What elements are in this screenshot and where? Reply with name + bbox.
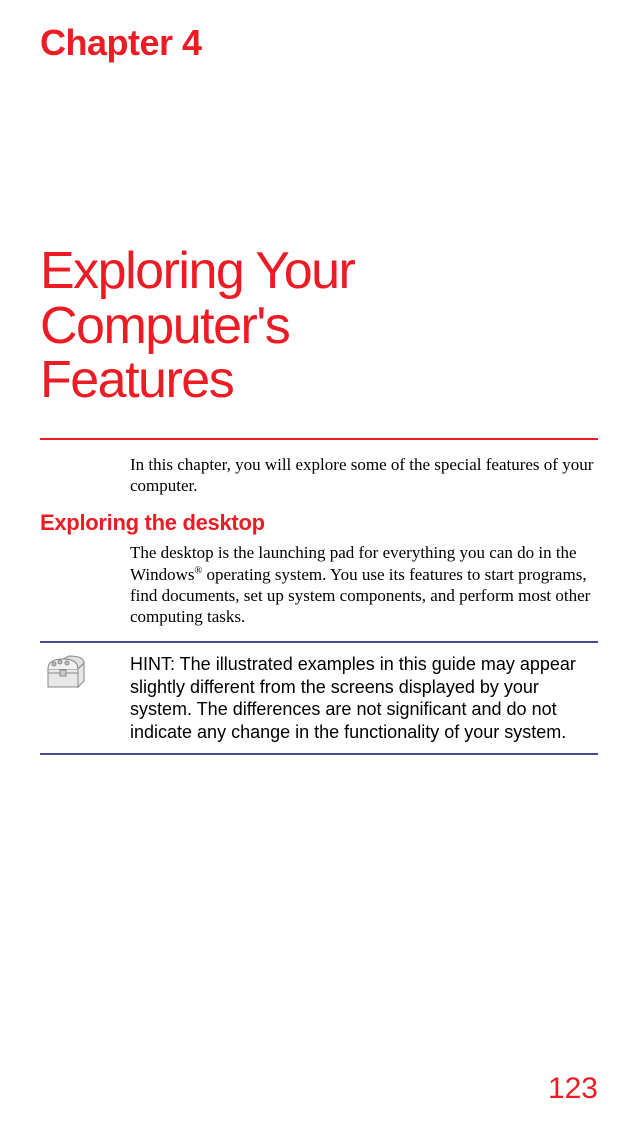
hint-block: HINT: The illustrated examples in this g… [40, 653, 598, 743]
chapter-title: Exploring Your Computer's Features [40, 244, 598, 408]
hint-bottom-rule [40, 753, 598, 755]
intro-paragraph: In this chapter, you will explore some o… [130, 454, 598, 497]
section-heading: Exploring the desktop [40, 510, 598, 536]
hint-text: HINT: The illustrated examples in this g… [130, 653, 598, 743]
chest-icon [40, 653, 92, 691]
section-body: The desktop is the launching pad for eve… [130, 542, 598, 627]
hint-top-rule [40, 641, 598, 643]
chapter-title-line2: Features [40, 351, 233, 409]
page-number: 123 [548, 1072, 598, 1106]
title-rule [40, 438, 598, 440]
page-container: Chapter 4 Exploring Your Computer's Feat… [0, 0, 638, 755]
chapter-title-line1: Exploring Your Computer's [40, 242, 354, 355]
chapter-label: Chapter 4 [40, 22, 598, 64]
